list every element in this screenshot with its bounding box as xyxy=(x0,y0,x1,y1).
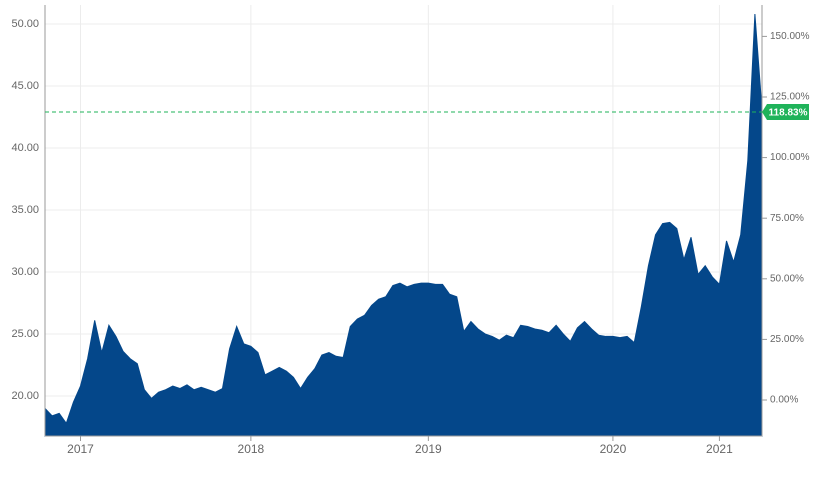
x-tick-label: 2017 xyxy=(67,442,94,456)
y2-tick-label: 125.00% xyxy=(770,92,810,103)
x-tick-label: 2020 xyxy=(600,442,627,456)
x-tick-label: 2018 xyxy=(238,442,265,456)
y-tick-label: 30.00 xyxy=(11,266,39,278)
y2-tick-label: 50.00% xyxy=(770,273,804,284)
y-tick-label: 35.00 xyxy=(11,204,39,216)
reference-label: 118.83% xyxy=(769,108,808,119)
y-tick-label: 25.00 xyxy=(11,328,39,340)
x-tick-label: 2019 xyxy=(415,442,442,456)
y2-tick-label: 0.00% xyxy=(770,395,798,406)
y-tick-label: 20.00 xyxy=(11,390,39,402)
y2-tick-label: 150.00% xyxy=(770,31,810,42)
y-tick-label: 50.00 xyxy=(11,18,39,30)
reference-tag xyxy=(762,103,809,120)
area xyxy=(44,14,763,437)
y-tick-label: 45.00 xyxy=(11,80,39,92)
y2-tick-label: 100.00% xyxy=(770,152,810,163)
y2-tick-label: 75.00% xyxy=(770,213,804,224)
y2-tick-label: 25.00% xyxy=(770,334,804,345)
y-tick-label: 40.00 xyxy=(11,142,39,154)
x-tick-label: 2021 xyxy=(706,442,733,456)
